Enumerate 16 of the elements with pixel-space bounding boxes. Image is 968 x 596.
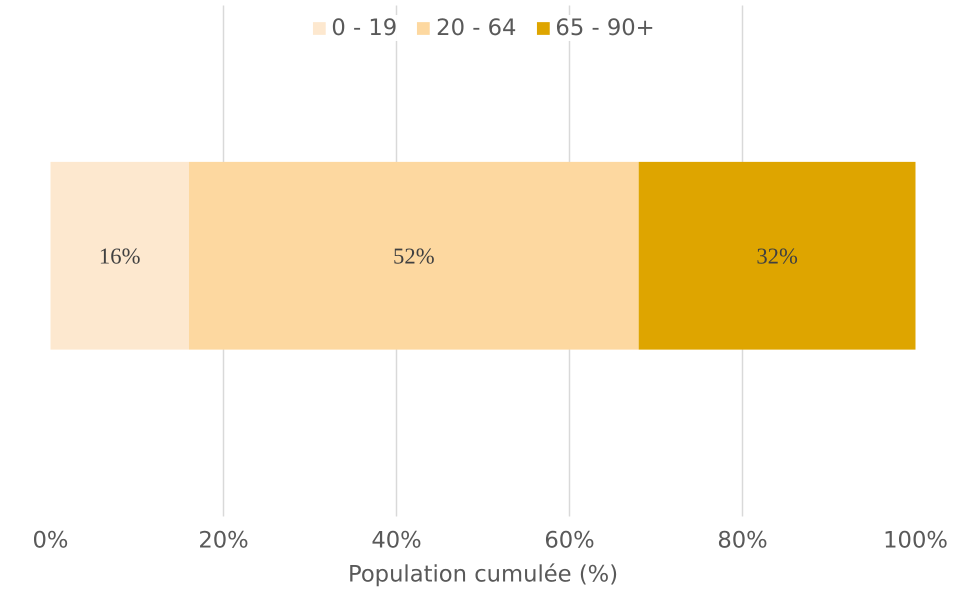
data-label: 52% bbox=[393, 243, 435, 268]
x-tick-label: 80% bbox=[717, 528, 768, 554]
legend-label: 0 - 19 bbox=[331, 15, 398, 41]
legend-label: 65 - 90+ bbox=[555, 15, 655, 41]
x-tick-label: 100% bbox=[883, 528, 948, 554]
x-axis-title: Population cumulée (%) bbox=[348, 562, 618, 588]
x-tick-label: 0% bbox=[32, 528, 68, 554]
legend-label: 20 - 64 bbox=[436, 15, 516, 41]
bar bbox=[188, 162, 639, 350]
x-tick-label: 20% bbox=[198, 528, 249, 554]
data-label: 32% bbox=[756, 243, 798, 268]
x-tick-label: 40% bbox=[371, 528, 422, 554]
bar bbox=[638, 162, 916, 350]
data-label: 16% bbox=[98, 243, 141, 268]
bar bbox=[50, 162, 189, 350]
x-tick-label: 60% bbox=[544, 528, 595, 554]
